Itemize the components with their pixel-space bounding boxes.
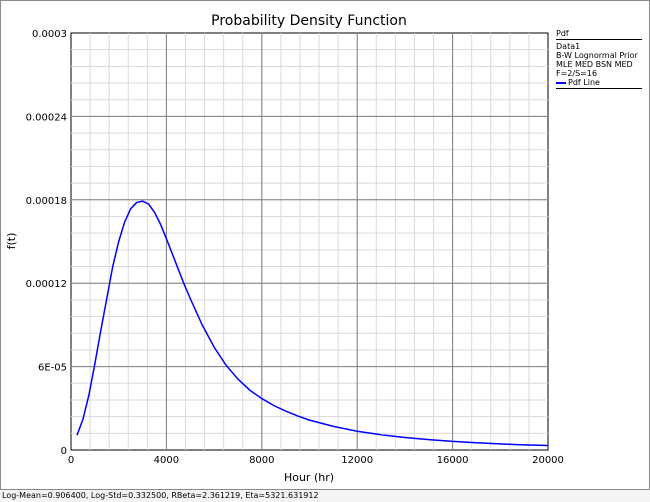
- x-tick-label: 4000: [154, 455, 179, 466]
- y-axis-ticks: 0 6E-05 0.00012 0.00018 0.00024 0.0003: [26, 29, 67, 457]
- x-axis-ticks: 4000 8000 12000 16000 20000 0: [68, 455, 564, 466]
- legend-line-counts: F=2/S=16: [556, 69, 598, 78]
- grid-lines: [71, 33, 548, 450]
- y-axis-label: f(t): [5, 233, 18, 250]
- x-tick-label: 16000: [437, 455, 469, 466]
- legend-line-data: Data1: [556, 42, 581, 51]
- pdf-chart: Probability Density Function 4000 8000 120…: [5, 13, 564, 484]
- y-tick-label: 0.00018: [26, 196, 67, 207]
- y-tick-label: 0.0003: [32, 29, 67, 40]
- chart-legend: Pdf Data1 B-W Lognormal Prior MLE MED BS…: [556, 29, 642, 89]
- legend-entry-pdf-line: Pdf Line: [556, 78, 642, 89]
- x-tick-label: 8000: [249, 455, 274, 466]
- x-tick-label: 20000: [532, 455, 564, 466]
- chart-window: Probability Density Function 4000 8000 120…: [0, 0, 650, 490]
- status-bar: Log-Mean=0.906400, Log-Std=0.332500, RBe…: [0, 489, 650, 502]
- legend-header: Pdf: [556, 29, 642, 40]
- y-tick-label: 0: [61, 446, 67, 457]
- legend-swatch: [556, 81, 566, 84]
- legend-entry-label: Pdf Line: [568, 78, 600, 87]
- x-axis-label: Hour (hr): [284, 471, 334, 484]
- chart-title: Probability Density Function: [211, 13, 407, 29]
- legend-line-method: MLE MED BSN MED: [556, 60, 633, 69]
- plot-area: [70, 32, 549, 451]
- y-tick-label: 0.00012: [26, 279, 67, 290]
- x-tick-label: 0: [68, 455, 74, 466]
- status-text: Log-Mean=0.906400, Log-Std=0.332500, RBe…: [2, 491, 319, 500]
- pdf-line-series: [76, 200, 549, 447]
- legend-line-model: B-W Lognormal Prior: [556, 51, 638, 60]
- y-tick-label: 0.00024: [26, 112, 67, 123]
- x-tick-label: 12000: [341, 455, 373, 466]
- y-tick-label: 6E-05: [38, 363, 67, 374]
